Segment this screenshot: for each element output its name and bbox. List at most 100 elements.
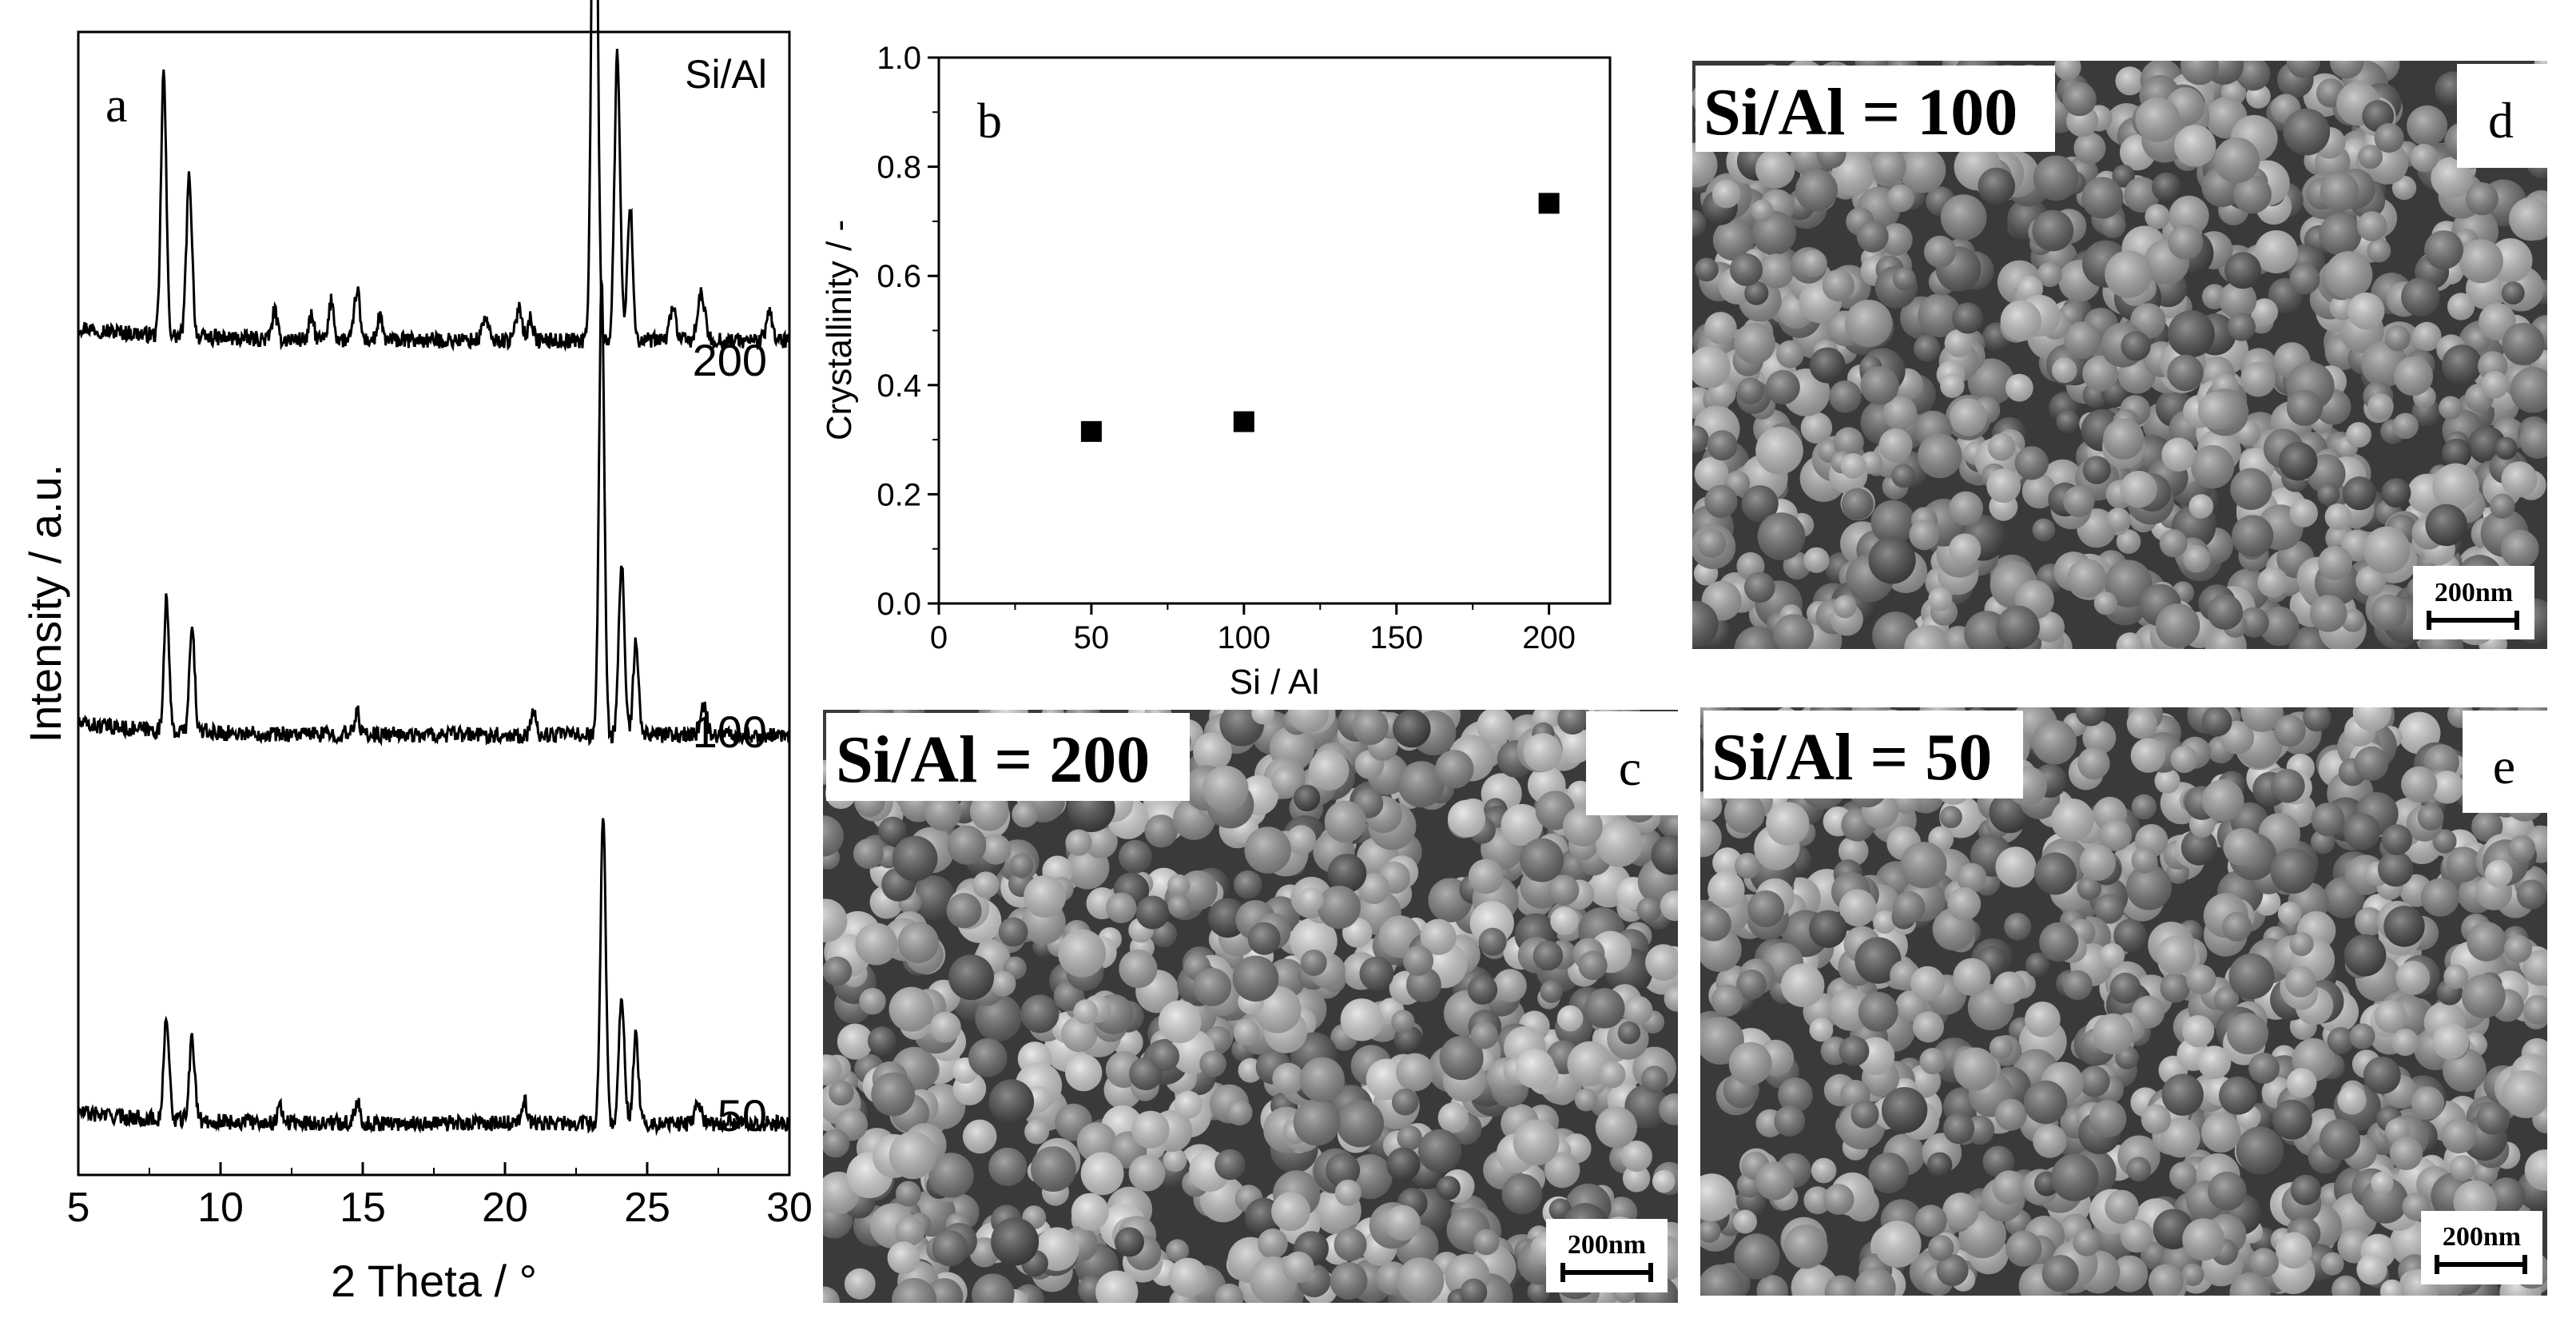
sem-particle-shading: [2148, 1264, 2184, 1296]
sem-particle-shading: [1244, 826, 1291, 874]
sem-particle-shading: [2495, 436, 2518, 460]
sem-particle-shading: [2032, 209, 2074, 252]
sem-particle-shading: [1095, 1270, 1139, 1303]
sem-particle-shading: [1131, 1110, 1170, 1149]
sem-particle-shading: [1624, 1084, 1669, 1129]
sem-particle-shading: [1020, 994, 1059, 1033]
sem-particle-shading: [2459, 239, 2503, 284]
sem-particle-shading: [1294, 784, 1321, 812]
panel-b-x-tick-label: 150: [1369, 620, 1423, 655]
sem-particle-shading: [823, 1129, 850, 1158]
sem-particle-shading: [1982, 1145, 2014, 1178]
sem-particle-shading: [2093, 591, 2117, 615]
sem-particle-shading: [2232, 515, 2274, 557]
sem-particle-shading: [1478, 927, 1507, 956]
sem-particle-shading: [823, 815, 844, 857]
sem-particle-shading: [1233, 1019, 1261, 1046]
panel-c-sem-image: Si/Al = 200 c 200nm: [823, 710, 1678, 1303]
sem-particle-shading: [1327, 854, 1367, 893]
sem-particle-shading: [1513, 1119, 1560, 1166]
scatter-point: [1538, 193, 1560, 214]
sem-particle-shading: [1694, 456, 1729, 492]
sem-particle-shading: [1234, 870, 1262, 899]
sem-particle-shading: [1071, 1193, 1109, 1231]
sem-particle-shading: [1914, 335, 1941, 362]
sem-particle-shading: [1174, 1090, 1203, 1119]
sem-particle-shading: [2025, 952, 2051, 978]
sem-particle-shading: [1163, 1148, 1187, 1173]
sem-particle-shading: [2471, 810, 2503, 842]
sem-particle-shading: [2286, 61, 2320, 78]
sem-particle-shading: [2103, 418, 2145, 460]
sem-particle-shading: [1939, 806, 1962, 829]
sem-particle-shading: [2439, 396, 2463, 420]
sem-particle-shading: [888, 986, 934, 1032]
sem-particle-shading: [1299, 1057, 1345, 1102]
scatter-point: [1080, 420, 1102, 442]
sem-particle-shading: [1080, 1152, 1124, 1196]
sem-particle-shading: [2248, 1053, 2280, 1084]
sem-particle-shading: [1704, 484, 1738, 518]
sem-particle-shading: [2116, 529, 2141, 554]
sem-particle-shading: [2289, 499, 2318, 528]
sem-particle-shading: [2082, 456, 2111, 484]
sem-particle-shading: [2355, 565, 2387, 596]
sem-particle-shading: [2317, 483, 2340, 506]
panel-d-sem-image: Si/Al = 100 d 200nm: [1692, 61, 2547, 649]
sem-particle-shading: [1397, 1257, 1445, 1303]
sem-particle-shading: [1919, 1048, 1946, 1074]
sem-particle-shading: [975, 994, 1022, 1041]
sem-particle-shading: [910, 875, 956, 921]
sem-particle-shading: [2363, 526, 2411, 574]
sem-particle-shading: [2105, 1189, 2139, 1224]
sem-particle-shading: [1696, 528, 1726, 558]
sem-particle-shading: [2254, 230, 2298, 274]
sem-particle-shading: [1520, 838, 1564, 882]
sem-particle-shading: [1336, 1100, 1385, 1148]
sem-particle-shading: [1755, 427, 1803, 475]
sem-particle-shading: [1831, 153, 1874, 196]
sem-particle-shading: [823, 956, 853, 986]
sem-particle-shading: [1562, 806, 1603, 847]
sem-particle-shading: [1854, 937, 1902, 984]
sem-particle-shading: [2121, 331, 2151, 361]
sem-particle-shading: [888, 1131, 937, 1180]
sem-particle-shading: [2432, 463, 2479, 510]
sem-particle-shading: [1493, 969, 1527, 1003]
sem-particle-shading: [1574, 1088, 1598, 1112]
sem-particle-shading: [2135, 97, 2180, 142]
sem-particle-shading: [2078, 1065, 2110, 1097]
sem-particle-shading: [1640, 1065, 1668, 1093]
panel-b-y-axis-label: Crystallinity / -: [820, 220, 859, 440]
sem-particle-shading: [2490, 493, 2515, 519]
sem-particle-shading: [1024, 1119, 1050, 1145]
sem-particle-shading: [2442, 438, 2472, 468]
sem-particle-shading: [2424, 230, 2463, 269]
sem-particle-shading: [1397, 1125, 1423, 1151]
sem-particle-shading: [2111, 1255, 2149, 1292]
sem-particle-shading: [1203, 766, 1249, 812]
sem-particle-shading: [2160, 973, 2190, 1003]
sem-particle-shading: [969, 791, 1009, 831]
sem-particle-shading: [1437, 1102, 1469, 1133]
sem-particle-shading: [1692, 346, 1731, 388]
panel-c-label: Si/Al = 200: [836, 723, 1150, 797]
sem-particle-shading: [2100, 213, 2126, 238]
sem-particle-shading: [2324, 251, 2373, 299]
sem-particle-shading: [2152, 172, 2181, 202]
sem-particle-shading: [1660, 890, 1678, 922]
sem-particle-shading: [1936, 1254, 1969, 1287]
sem-particle-shading: [1909, 520, 1940, 551]
panel-c-letter: c: [1619, 739, 1641, 796]
sem-particle-shading: [2126, 708, 2157, 739]
panel-c-scale-bar-label: 200nm: [1568, 1230, 1646, 1260]
sem-particle-shading: [1989, 1036, 2013, 1060]
sem-particle-shading: [2502, 322, 2545, 365]
sem-particle-shading: [1957, 862, 1987, 893]
sem-particle-shading: [2289, 264, 2320, 295]
sem-particle-shading: [980, 834, 1012, 865]
sem-particle-shading: [1873, 910, 1897, 934]
xrd-series-label-100: 100: [693, 707, 767, 757]
sem-particle-shading: [2449, 1155, 2476, 1181]
sem-particle-shading: [1987, 433, 2016, 461]
